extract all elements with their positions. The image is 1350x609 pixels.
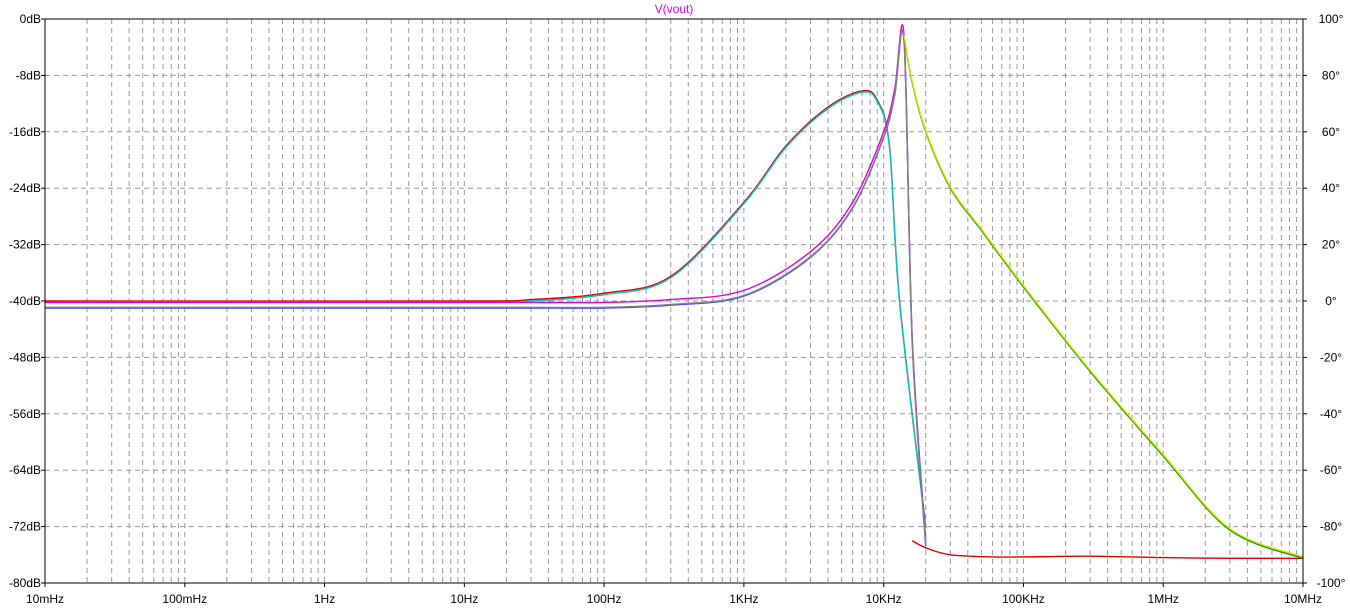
y-tick-label: -56dB (9, 407, 41, 421)
y2-tick-label: -60° (1320, 463, 1342, 477)
series-line (903, 35, 1304, 558)
y2-tick-label: 40° (1322, 181, 1340, 195)
x-tick-label: 1KHz (729, 592, 758, 606)
y-tick-label: -80dB (9, 576, 41, 590)
y-tick-label: -64dB (9, 463, 41, 477)
y2-tick-label: 60° (1322, 125, 1340, 139)
x-tick-label: 1Hz (314, 592, 335, 606)
y2-tick-label: 100° (1319, 12, 1344, 26)
y-tick-label: -32dB (9, 238, 41, 252)
y2-tick-label: 0° (1325, 294, 1337, 308)
x-tick-label: 10mHz (26, 592, 64, 606)
chart-title: V(vout) (655, 2, 694, 16)
x-tick-label: 100KHz (1002, 592, 1045, 606)
x-tick-label: 1MHz (1148, 592, 1179, 606)
x-tick-label: 100mHz (162, 592, 207, 606)
y-tick-label: -8dB (16, 68, 41, 82)
x-tick-label: 10Hz (450, 592, 478, 606)
y-tick-label: -24dB (9, 181, 41, 195)
y2-tick-label: -80° (1320, 520, 1342, 534)
y-tick-label: -48dB (9, 350, 41, 364)
y2-tick-label: 80° (1322, 68, 1340, 82)
series-group (44, 24, 1304, 560)
y-tick-label: -16dB (9, 125, 41, 139)
series-line (911, 540, 1304, 560)
series-line (45, 29, 927, 546)
y2-tick-label: -100° (1317, 576, 1346, 590)
x-tick-label: 10MHz (1284, 592, 1322, 606)
y-tick-label: -72dB (9, 520, 41, 534)
y2-tick-label: 20° (1322, 238, 1340, 252)
tick-labels: 10mHz 100mHz 1Hz 10Hz 100Hz 1KHz 10KHz 100KHz 1M… (9, 12, 1346, 606)
x-tick-label: 10KHz (866, 592, 902, 606)
y-tick-label: 0dB (20, 12, 41, 26)
y2-tick-label: -20° (1320, 350, 1342, 364)
y2-tick-label: -40° (1320, 407, 1342, 421)
x-tick-label: 100Hz (587, 592, 622, 606)
y-tick-label: -40dB (9, 294, 41, 308)
